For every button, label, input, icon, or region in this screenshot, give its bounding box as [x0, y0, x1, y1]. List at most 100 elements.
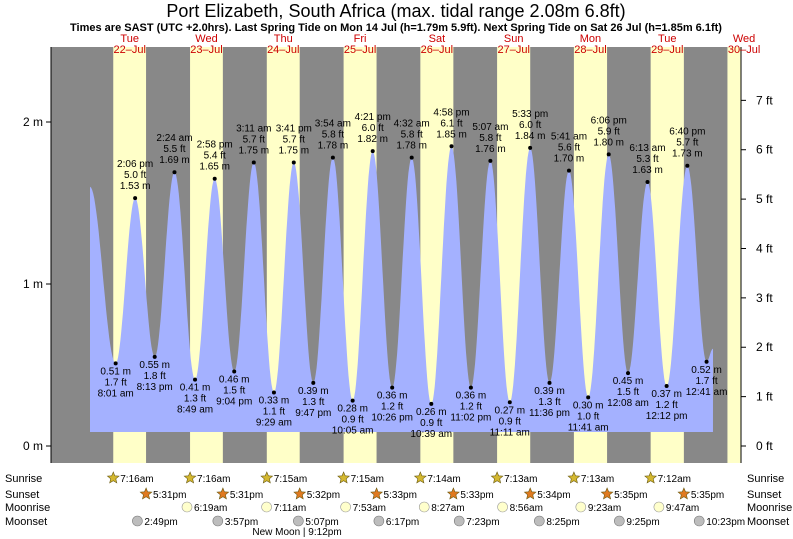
tide-point: [685, 163, 690, 168]
event-row-label-right: Moonrise: [747, 502, 792, 514]
tide-point: [152, 354, 157, 359]
tide-water-area: [90, 146, 713, 433]
sunrise-time: 7:13am: [504, 474, 537, 485]
day-of-week-label: Tue: [658, 33, 677, 45]
sunrise-icon: [413, 471, 427, 484]
moonset-icon: [693, 515, 705, 527]
event-row-label-left: Sunrise: [5, 473, 42, 485]
sunrise-icon: [260, 471, 274, 484]
sunset-time: 5:31pm: [153, 490, 186, 501]
low-tide-label: 12:12 pm: [646, 411, 688, 422]
event-row-label-right: Moonset: [747, 516, 789, 528]
tide-point: [172, 170, 177, 175]
moonset-icon: [132, 515, 143, 527]
high-tide-label: 1.75 m: [238, 146, 269, 157]
y-tick-label-m: 1 m: [23, 277, 43, 291]
low-tide-label: 1.1 ft: [263, 407, 285, 418]
sunrise-icon: [106, 471, 120, 484]
y-tick-label-ft: 4 ft: [756, 241, 773, 255]
low-tide-label: 0.28 m: [337, 404, 368, 415]
tide-point: [330, 155, 335, 160]
high-tide-label: 3:41 pm: [276, 124, 312, 135]
moonrise-icon: [340, 501, 351, 513]
high-tide-label: 6:40 pm: [669, 127, 705, 138]
high-tide-label: 5:33 pm: [512, 109, 548, 120]
sunrise-time: 7:16am: [197, 474, 230, 485]
chart-header: Port Elizabeth, South Africa (max. tidal…: [70, 1, 722, 34]
high-tide-label: 5.7 ft: [676, 138, 698, 149]
low-tide-label: 0.51 m: [100, 366, 131, 377]
sunset-icon: [446, 487, 460, 500]
sunrise-time: 7:14am: [427, 474, 460, 485]
moonset-time: 8:25pm: [546, 517, 579, 528]
moonrise-icon: [418, 501, 430, 513]
low-tide-label: 8:49 am: [177, 405, 213, 416]
moonset-time: 6:17pm: [386, 517, 419, 528]
tide-point: [390, 385, 395, 390]
event-row-label-left: Sunset: [5, 489, 39, 501]
low-tide-label: 0.9 ft: [342, 415, 364, 426]
high-tide-label: 1.69 m: [159, 155, 190, 166]
tide-point: [528, 145, 533, 150]
low-tide-label: 1.5 ft: [617, 387, 639, 398]
sunset-icon: [523, 487, 537, 500]
y-tick-label-ft: 6 ft: [756, 143, 773, 157]
axes: 0 m 1 m 2 m 0 ft 1 ft 2 ft 3 ft 4 ft 5 ft 6 ft 7 f…: [23, 47, 773, 463]
low-tide-label: 11:02 pm: [450, 413, 491, 424]
y-tick-label-ft: 3 ft: [756, 291, 773, 305]
moonrise-time: 7:11am: [274, 503, 307, 514]
date-label: 22–Jul: [113, 44, 145, 56]
high-tide-label: 1.80 m: [593, 137, 624, 148]
y-tick-label-ft: 1 ft: [756, 390, 773, 404]
tide-point: [507, 400, 512, 405]
high-tide-label: 1.85 m: [436, 129, 467, 140]
high-tide-label: 1.73 m: [672, 149, 703, 160]
low-tide-label: 1.7 ft: [695, 376, 717, 387]
tide-point: [271, 390, 276, 395]
date-label: 29–Jul: [651, 44, 683, 56]
moonset-time: 9:25pm: [626, 517, 659, 528]
moonset-time: 3:57pm: [225, 517, 258, 528]
low-tide-label: 0.36 m: [377, 391, 408, 402]
high-tide-label: 2:06 pm: [117, 159, 153, 170]
moonrise-time: 7:53am: [353, 503, 386, 514]
moonset-time: 7:23pm: [466, 517, 499, 528]
high-tide-label: 1.53 m: [120, 181, 151, 192]
moonrise-icon: [181, 501, 193, 513]
daylight-band: [727, 47, 741, 463]
high-tide-label: 1.70 m: [554, 154, 585, 165]
day-of-week-label: Mon: [580, 33, 601, 45]
high-tide-label: 1.75 m: [278, 146, 309, 157]
high-tide-label: 3:11 am: [236, 124, 271, 135]
high-tide-label: 5.0 ft: [124, 170, 146, 181]
low-tide-label: 0.36 m: [456, 391, 487, 402]
high-tide-label: 4:58 pm: [433, 107, 469, 118]
moonrise-icon: [497, 501, 508, 513]
moonset-icon: [293, 515, 304, 527]
date-label: 23–Jul: [190, 44, 222, 56]
high-tide-label: 3:54 am: [315, 119, 351, 130]
tide-point: [409, 155, 414, 160]
high-tide-label: 1.82 m: [357, 134, 388, 145]
y-tick-label-ft: 5 ft: [756, 192, 773, 206]
tide-point: [113, 361, 118, 366]
sunset-icon: [139, 487, 153, 500]
tide-point: [547, 380, 552, 385]
low-tide-label: 11:41 am: [568, 422, 609, 433]
low-tide-label: 8:01 am: [98, 388, 134, 399]
tide-point: [429, 401, 434, 406]
low-tide-label: 1.3 ft: [302, 397, 324, 408]
tide-point: [370, 149, 375, 154]
moonrise-icon: [653, 501, 665, 513]
sunrise-time: 7:16am: [120, 474, 153, 485]
sunset-time: 5:33pm: [460, 490, 493, 501]
sunrise-icon: [337, 471, 351, 484]
moonset-time: 10:23pm: [706, 517, 745, 528]
event-row-label-right: Sunset: [747, 489, 781, 501]
high-tide-label: 2:24 am: [156, 133, 192, 144]
y-tick-label-m: 0 m: [23, 439, 43, 453]
high-tide-label: 4:21 pm: [355, 112, 391, 123]
moonset-icon: [534, 515, 545, 527]
low-tide-label: 0.39 m: [534, 386, 565, 397]
